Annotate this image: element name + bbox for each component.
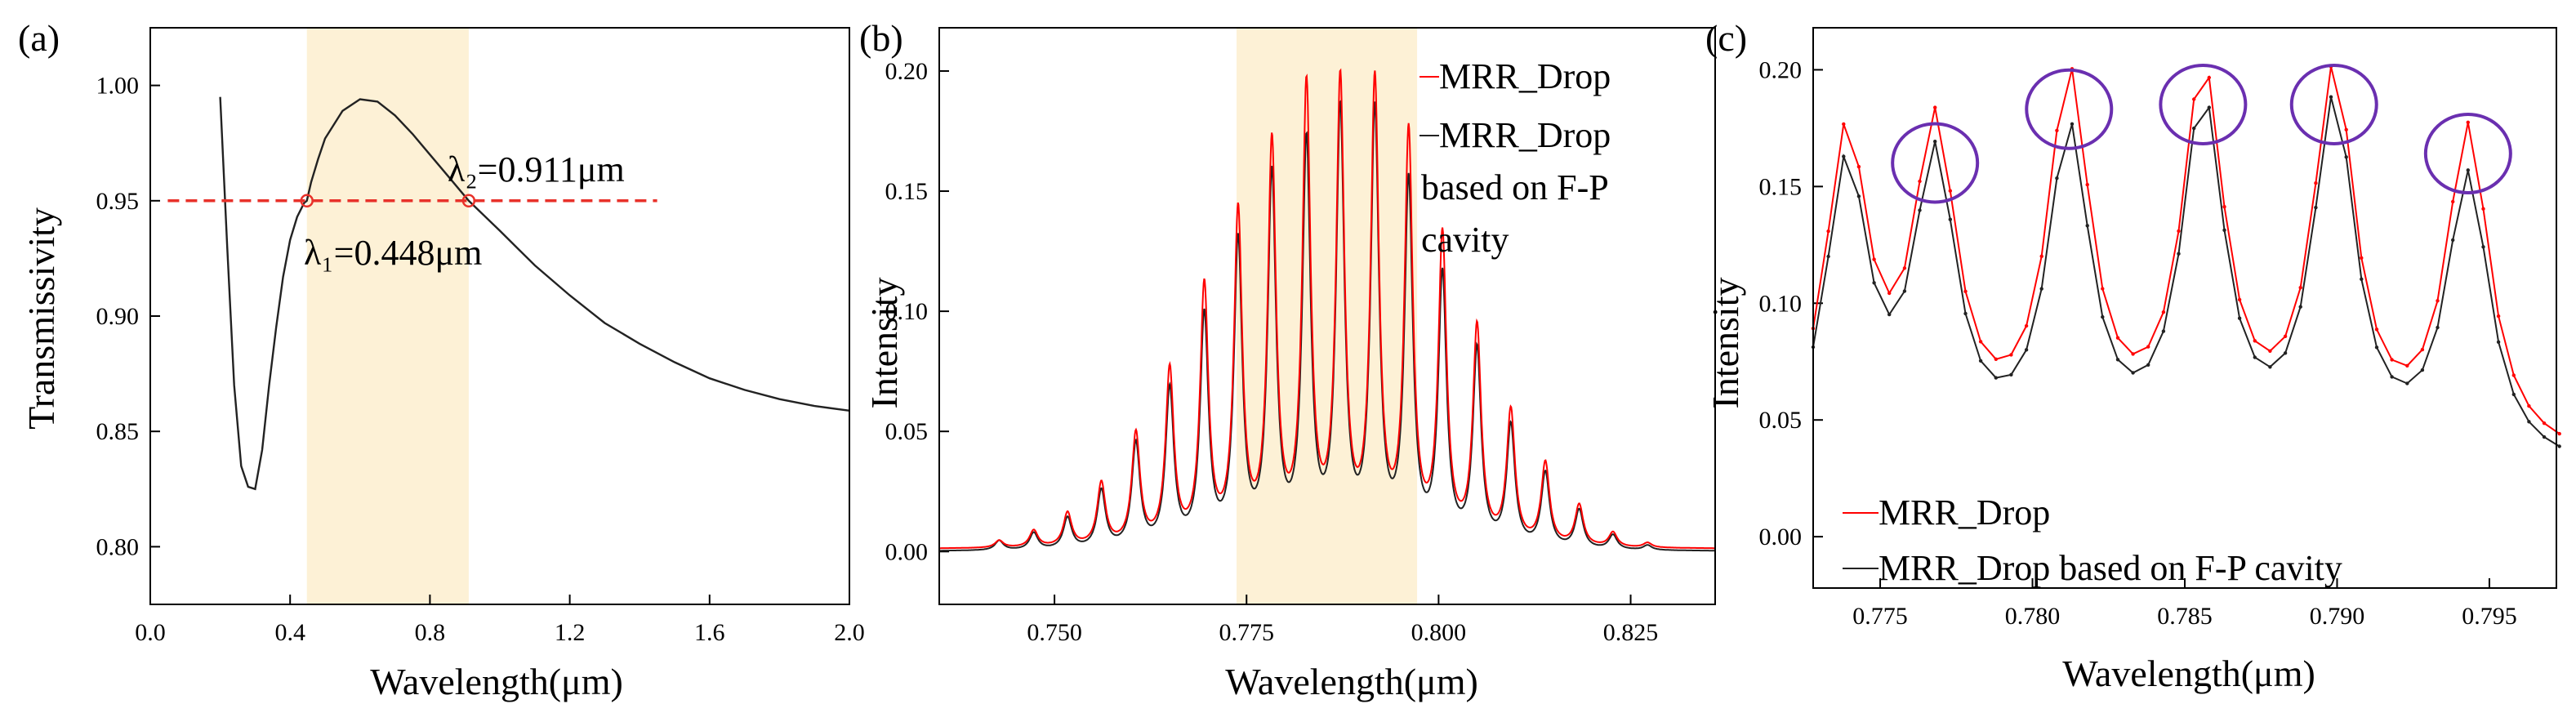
legend-label-mrr-drop: MRR_Drop [1879, 492, 2050, 533]
panel-b-x-tick-label: 0.800 [1411, 619, 1467, 646]
panel-a-ticks: 0.0 0.4 0.8 1.2 1.6 2.0 0.80 0.85 0.90 0.95 1.00 [96, 73, 865, 646]
panel-c-x-tick-label: 0.780 [2005, 603, 2061, 630]
panel-c-y-tick-label: 0.15 [1759, 173, 1803, 200]
panel-b-x-axis-label: Wavelength(μm) [1225, 661, 1478, 702]
panel-c-ticks: 0.775 0.780 0.785 0.790 0.795 0.00 0.05 0.10 0.1… [1759, 56, 2517, 630]
panel-a-label: (a) [18, 17, 60, 59]
lambda2-annotation: λ₂=0.911μm [448, 149, 625, 189]
panel-b-legend: MRR_Drop MRR_Drop based on F-P cavity [1419, 56, 1611, 260]
panel-c-x-tick-label: 0.790 [2310, 603, 2365, 630]
panel-a-x-tick-label: 1.6 [694, 619, 725, 646]
panel-b-y-tick-label: 0.10 [885, 298, 929, 325]
panel-b-y-axis-label: Intensity [863, 278, 905, 409]
panel-c-label: (c) [1705, 17, 1747, 59]
panel-c-peak-circles [1891, 64, 2512, 204]
panel-c-y-axis-label: Intensity [1705, 278, 1746, 409]
panel-a-y-tick-label: 0.95 [96, 188, 140, 215]
lambda1-marker [300, 194, 314, 208]
panel-b-x-tick-label: 0.750 [1027, 619, 1082, 646]
panel-c-x-tick-label: 0.795 [2462, 603, 2517, 630]
panel-a-x-tick-label: 2.0 [834, 619, 865, 646]
panel-a-x-tick-label: 0.8 [415, 619, 446, 646]
panel-b-ticks: 0.750 0.775 0.800 0.825 0.00 0.05 0.10 0.15 0.20 [885, 58, 1659, 646]
peak-highlight-circle [2289, 64, 2378, 146]
panel-c-y-tick-label: 0.20 [1759, 56, 1803, 83]
panel-a-x-tick-label: 0.0 [135, 619, 166, 646]
panel-b-series-fp-cavity [939, 99, 1715, 552]
legend-label-mrr-drop: MRR_Drop [1439, 56, 1611, 96]
panel-b-x-tick-label: 0.775 [1219, 619, 1274, 646]
panel-c-series-fp-cavity [1812, 96, 2560, 448]
panel-c-legend: MRR_Drop MRR_Drop based on F-P cavity [1843, 492, 2342, 588]
panel-c: (c) 0.775 0.780 0.785 0.790 0.795 0.00 0.05 0.1… [1705, 17, 2561, 694]
panel-a-x-axis-label: Wavelength(μm) [370, 661, 623, 702]
lambda1-annotation: λ₁=0.448μm [304, 233, 482, 273]
panel-b-y-tick-label: 0.00 [885, 538, 929, 565]
panel-c-frame [1812, 27, 2557, 589]
panel-c-series-mrr-drop [1812, 66, 2560, 434]
panel-b: (b) 0.750 0.775 0.800 0.825 0.00 0.05 0.10 0.15… [859, 17, 1716, 702]
panel-a-highlight-band [306, 28, 469, 604]
panel-a-y-tick-label: 0.85 [96, 418, 140, 445]
panel-c-series-mrr-drop-points [1811, 65, 2561, 436]
panel-b-y-tick-label: 0.15 [885, 178, 929, 205]
legend-label-fp-cavity: MRR_Drop based on F-P cavity [1879, 548, 2342, 588]
legend-label-fp-cavity-3: cavity [1421, 220, 1509, 260]
peak-highlight-circle [2025, 68, 2114, 150]
peak-highlight-circle [2423, 113, 2512, 195]
legend-label-fp-cavity-1: MRR_Drop [1439, 115, 1611, 155]
panel-c-series-fp-cavity-points [1811, 95, 2561, 448]
panel-a-y-tick-label: 0.80 [96, 533, 140, 560]
panel-c-x-tick-label: 0.785 [2157, 603, 2213, 630]
panel-b-highlight-band [1237, 28, 1418, 604]
panel-a-transmission-curve [219, 96, 850, 491]
panel-a-x-tick-label: 0.4 [274, 619, 305, 646]
peak-highlight-circle [2159, 64, 2248, 146]
panel-c-x-tick-label: 0.775 [1852, 603, 1908, 630]
panel-b-x-tick-label: 0.825 [1603, 619, 1659, 646]
panel-a-y-tick-label: 1.00 [96, 73, 140, 100]
panel-c-y-tick-label: 0.00 [1759, 524, 1803, 550]
panel-b-y-tick-label: 0.20 [885, 58, 929, 85]
panel-a-y-tick-label: 0.90 [96, 303, 140, 330]
panel-b-frame [938, 27, 1716, 605]
panel-a-x-tick-label: 1.2 [555, 619, 586, 646]
panel-b-y-tick-label: 0.05 [885, 418, 929, 445]
lambda2-marker [461, 194, 476, 208]
panel-b-series-mrr-drop [939, 68, 1715, 550]
panel-a-y-axis-label: Transmissivity [20, 207, 62, 430]
panel-c-x-axis-label: Wavelength(μm) [2062, 653, 2315, 694]
peak-highlight-circle [1891, 122, 1980, 204]
panel-b-label: (b) [859, 17, 903, 59]
panel-c-y-tick-label: 0.10 [1759, 290, 1803, 317]
legend-label-fp-cavity-2: based on F-P [1421, 167, 1609, 207]
panel-c-y-tick-label: 0.05 [1759, 407, 1803, 434]
panel-a-frame [149, 27, 850, 605]
panel-a: (a) 0.0 0.4 0.8 1.2 1.6 2.0 0.80 0.85 0.90 0.95 1.… [18, 17, 865, 702]
